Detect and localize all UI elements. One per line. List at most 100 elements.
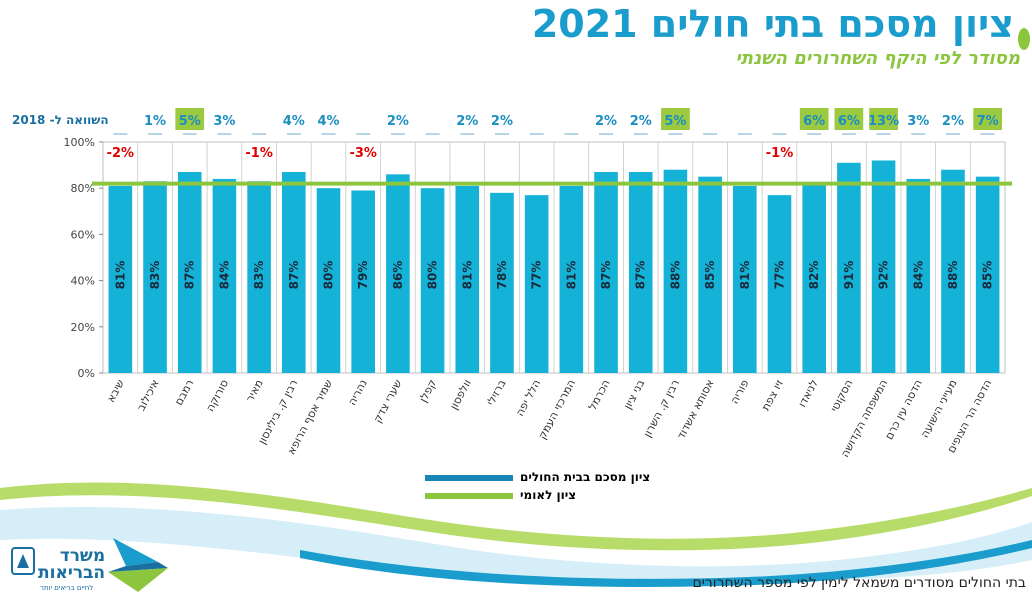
bar bbox=[316, 188, 341, 373]
x-tick-label: שערי צדק bbox=[371, 377, 405, 425]
bar-value-label: 84% bbox=[911, 261, 925, 290]
x-tick-label: איכילוב bbox=[134, 377, 161, 413]
bar-value-label: 92% bbox=[877, 261, 891, 290]
bar-value-label: 79% bbox=[356, 261, 370, 290]
bar-value-label: 83% bbox=[252, 261, 266, 290]
x-tick-label: אסותא אשדוד bbox=[674, 377, 716, 441]
bar-value-label: 82% bbox=[807, 261, 821, 290]
bar-value-label: 87% bbox=[634, 261, 648, 290]
bar bbox=[177, 172, 202, 373]
change-label-negative: -2% bbox=[107, 146, 134, 161]
change-label: 3% bbox=[213, 114, 235, 129]
bar bbox=[386, 174, 410, 373]
x-tick-label: פוריה bbox=[728, 377, 752, 406]
bar bbox=[767, 195, 792, 373]
bar bbox=[247, 181, 271, 373]
ministry-logo-line1: משרד bbox=[59, 546, 106, 566]
change-label: 2% bbox=[491, 114, 513, 129]
bar bbox=[733, 185, 757, 373]
change-highlight-box bbox=[175, 108, 205, 130]
bar-value-label: 86% bbox=[391, 261, 405, 290]
change-label: 3% bbox=[907, 114, 929, 129]
y-tick-label: 20% bbox=[71, 321, 95, 334]
x-tick-label: מאיר bbox=[243, 377, 266, 404]
legend-swatch-hospital bbox=[425, 475, 513, 481]
x-tick-label: זיו צפת bbox=[759, 377, 786, 413]
change-label: 2% bbox=[387, 114, 409, 129]
bar bbox=[455, 185, 480, 373]
change-highlight-box bbox=[973, 108, 1002, 130]
change-label: 2% bbox=[456, 114, 478, 129]
bar bbox=[143, 181, 167, 373]
change-highlight-box bbox=[834, 108, 864, 130]
change-label: 6% bbox=[838, 114, 860, 129]
change-label: 2% bbox=[595, 114, 617, 129]
bar-value-label: 85% bbox=[703, 261, 717, 290]
bar bbox=[802, 183, 826, 373]
bar-value-label: 77% bbox=[530, 261, 544, 290]
x-tick-label: הסקוטי bbox=[828, 377, 856, 414]
bar bbox=[490, 192, 514, 373]
bar bbox=[906, 178, 931, 373]
bar-value-label: 88% bbox=[946, 261, 960, 290]
title-accent-dot bbox=[1018, 28, 1030, 50]
x-tick-label: לניאדו bbox=[796, 377, 821, 409]
bar-value-label: 84% bbox=[217, 261, 231, 290]
change-label: 2% bbox=[630, 114, 652, 129]
compare-2018-label: השוואה ל- 2018 bbox=[12, 113, 109, 127]
change-highlight-box bbox=[799, 108, 829, 130]
change-label-negative: -3% bbox=[349, 146, 376, 161]
change-label: 5% bbox=[179, 114, 201, 129]
bar-value-label: 77% bbox=[773, 261, 787, 290]
change-label: 1% bbox=[144, 114, 166, 129]
ministry-logo-text: משרד הבריאות bbox=[38, 548, 105, 582]
x-tick-label: רבין ק. השרון bbox=[641, 377, 682, 439]
change-label: 5% bbox=[664, 114, 686, 129]
x-tick-label: שיבא bbox=[104, 377, 127, 404]
legend-label-national: ציון לאומי bbox=[520, 488, 577, 502]
change-label: 2% bbox=[942, 114, 964, 129]
change-highlight-box bbox=[661, 108, 690, 130]
y-tick-label: 80% bbox=[71, 182, 95, 195]
legend-item-hospital: ציון מסכם בבית החולים bbox=[425, 470, 660, 486]
x-tick-label: קפלן bbox=[417, 377, 440, 404]
bar-value-label: 80% bbox=[322, 261, 336, 290]
bar bbox=[108, 185, 133, 373]
y-tick-label: 100% bbox=[64, 136, 95, 149]
y-tick-label: 0% bbox=[78, 367, 95, 380]
page-title: ציון מסכם בתי חולים 2021 bbox=[531, 2, 1014, 46]
bar-value-label: 78% bbox=[495, 261, 509, 290]
y-tick-label: 40% bbox=[71, 275, 95, 288]
legend-label-hospital: ציון מסכם בבית החולים bbox=[520, 470, 651, 484]
bar bbox=[628, 172, 653, 373]
bar-value-label: 87% bbox=[599, 261, 613, 290]
change-label: 4% bbox=[317, 114, 339, 129]
x-tick-label: המרכזי העמק bbox=[536, 377, 578, 441]
bar-value-label: 80% bbox=[426, 261, 440, 290]
bar bbox=[524, 195, 549, 373]
bar bbox=[698, 176, 722, 373]
bar-value-label: 88% bbox=[668, 261, 682, 290]
change-label: 13% bbox=[868, 114, 899, 129]
bar-value-label: 85% bbox=[981, 261, 995, 290]
x-tick-label: וולפסון bbox=[447, 377, 474, 412]
bar-value-label: 81% bbox=[460, 261, 474, 290]
footnote: בתי החולים מסודרים משמאל לימין לפי מספר … bbox=[692, 575, 1026, 591]
ministry-logo bbox=[11, 538, 168, 592]
bar-value-label: 81% bbox=[113, 261, 127, 290]
page-subtitle: מסודר לפי היקף השחרורים השנתי bbox=[735, 48, 1020, 69]
change-label: 6% bbox=[803, 114, 825, 129]
bar bbox=[559, 185, 584, 373]
bar bbox=[871, 160, 896, 373]
change-label-negative: -1% bbox=[245, 146, 272, 161]
x-tick-label: הלל יפה bbox=[513, 377, 543, 418]
bar-value-label: 81% bbox=[738, 261, 752, 290]
legend-item-national: ציון לאומי bbox=[425, 488, 660, 504]
ministry-logo-tagline: לחיים בריאים יותר bbox=[40, 584, 94, 592]
x-tick-label: ברזילי bbox=[484, 377, 508, 407]
x-tick-label: סורוקה bbox=[203, 377, 231, 413]
bar bbox=[837, 162, 861, 373]
change-label-negative: -1% bbox=[766, 146, 793, 161]
bar-value-label: 87% bbox=[183, 261, 197, 290]
x-tick-label: נהריה bbox=[345, 377, 369, 407]
